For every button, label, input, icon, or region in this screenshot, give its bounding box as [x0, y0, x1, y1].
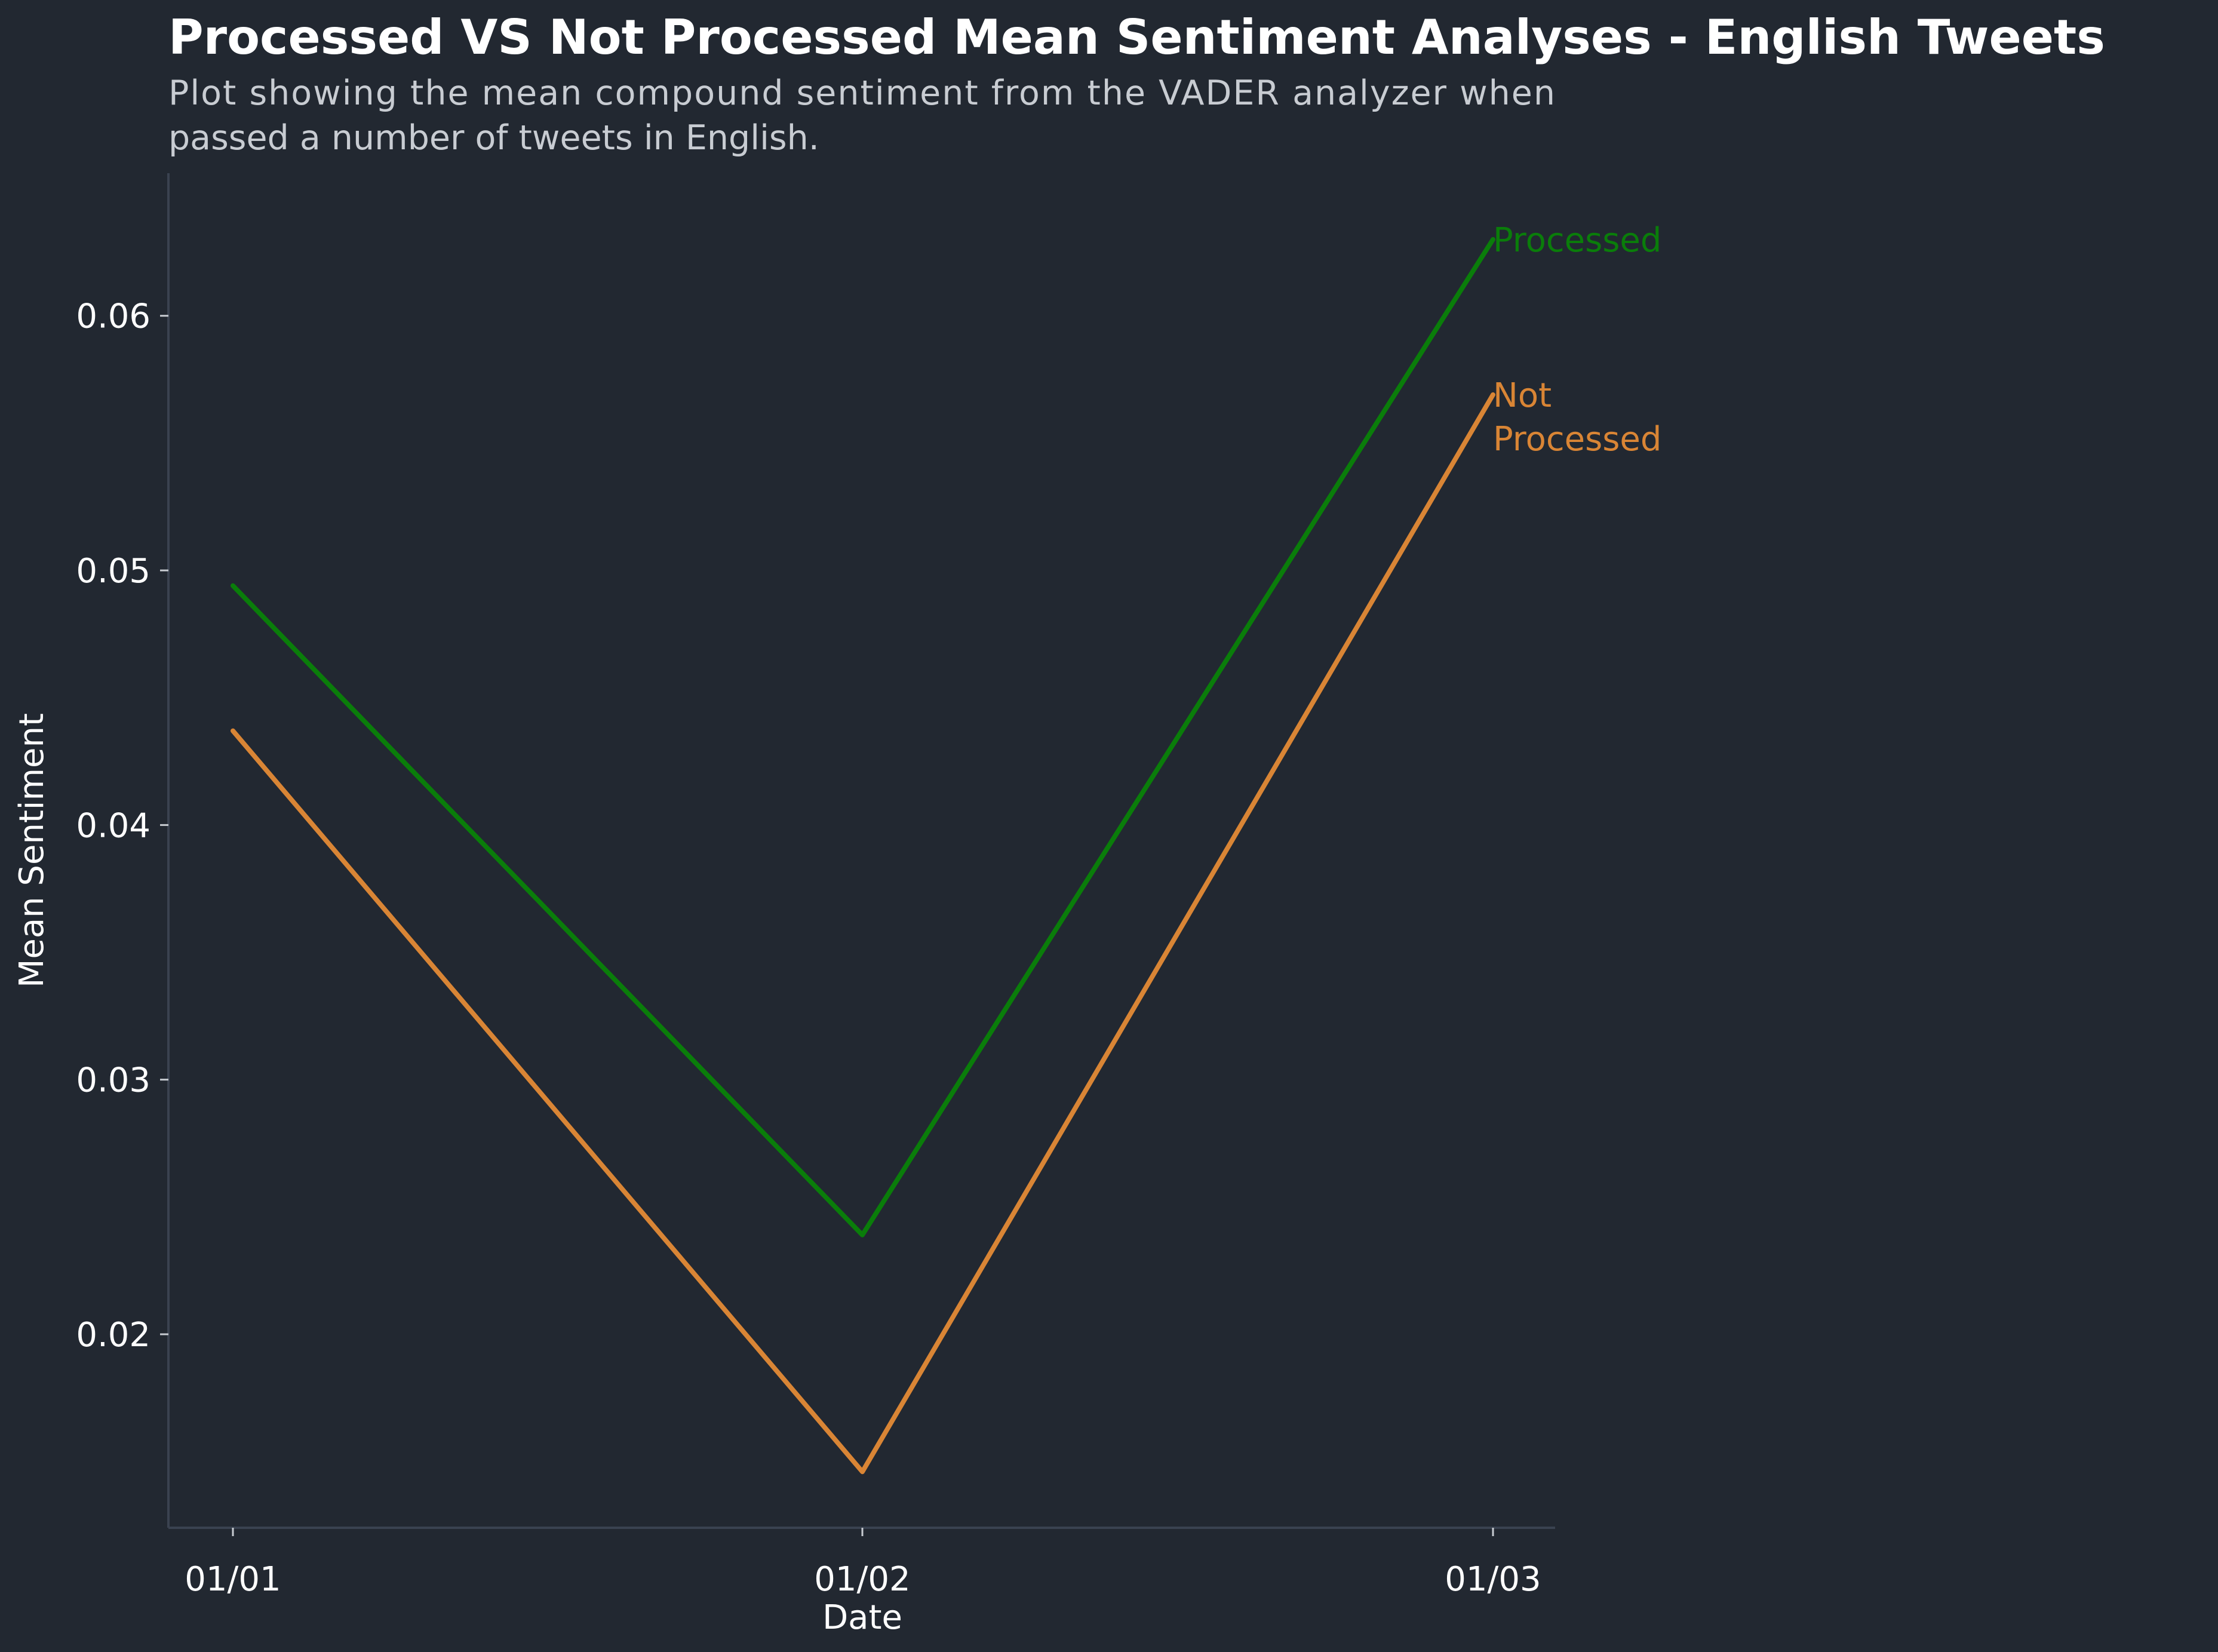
y-tick-label: 0.02	[76, 1316, 150, 1355]
series-labels: Processed Not Processed	[1493, 221, 1661, 459]
x-tick-label: 01/03	[1445, 1560, 1541, 1599]
y-tick-label: 0.05	[76, 552, 150, 591]
series-label-1-line-0: Not	[1493, 376, 1552, 415]
x-ticks: 01/01 01/02 01/03	[185, 1528, 1541, 1599]
chart-title: Processed VS Not Processed Mean Sentimen…	[168, 10, 2105, 65]
series-label-0-line-0: Processed	[1493, 221, 1661, 260]
y-axis-label: Mean Sentiment	[13, 713, 51, 988]
y-tick-label: 0.03	[76, 1061, 150, 1100]
x-tick-label: 01/01	[185, 1560, 281, 1599]
series-line-1	[231, 392, 1495, 1475]
y-tick-label: 0.06	[76, 297, 150, 336]
series-lines	[231, 237, 1495, 1475]
y-ticks: 0.02 0.03 0.04 0.05 0.06	[76, 297, 168, 1355]
series-label-1-line-1: Processed	[1493, 420, 1661, 459]
chart-subtitle-line-1: Plot showing the mean compound sentiment…	[168, 73, 1555, 113]
chart-subtitle-line-2: passed a number of tweets in English.	[168, 118, 819, 158]
x-tick-label: 01/02	[814, 1560, 910, 1599]
y-tick-label: 0.04	[76, 806, 150, 845]
series-line-0	[231, 237, 1495, 1238]
x-axis-label: Date	[822, 1598, 902, 1637]
